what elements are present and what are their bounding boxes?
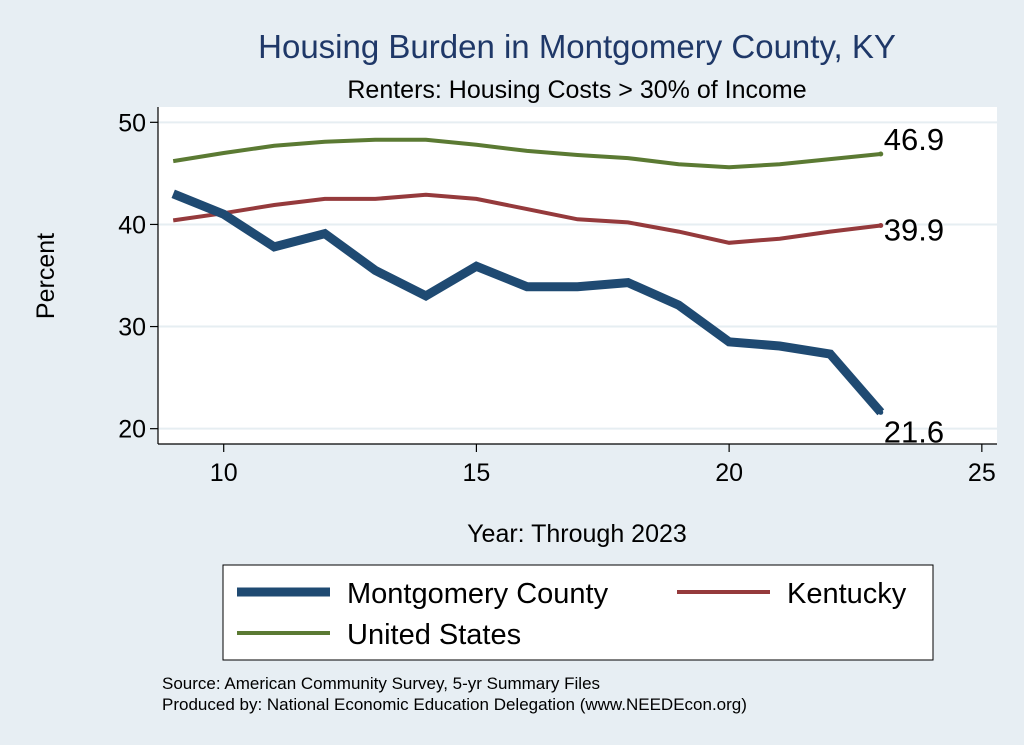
y-tick-label: 50 — [118, 109, 146, 137]
legend-label: Montgomery County — [347, 578, 609, 610]
end-label-united-states: 46.9 — [884, 122, 944, 157]
y-tick-label: 30 — [118, 314, 146, 342]
y-axis-title: Percent — [32, 233, 60, 319]
chart-title: Housing Burden in Montgomery County, KY — [258, 28, 896, 65]
end-labels: 21.6 39.9 46.9 — [884, 122, 944, 449]
series-lines — [171, 137, 885, 416]
plot-area — [158, 107, 997, 444]
series-end-point — [878, 222, 884, 228]
legend-box — [222, 564, 934, 661]
series-line-united-states — [172, 137, 882, 170]
end-label-kentucky: 39.9 — [884, 212, 944, 247]
y-tick-label: 20 — [118, 416, 146, 444]
legend: Montgomery County Kentucky United States — [237, 578, 907, 651]
axes: 20 30 40 50 10 15 20 25 — [118, 107, 997, 487]
legend-label: Kentucky — [787, 578, 907, 610]
chart-subtitle: Renters: Housing Costs > 30% of Income — [347, 76, 806, 104]
series-line-kentucky — [172, 192, 882, 245]
produced-by-note: Produced by: National Economic Education… — [162, 695, 747, 714]
x-tick-label: 10 — [210, 459, 238, 487]
end-label-montgomery-county: 21.6 — [884, 414, 944, 449]
x-axis-title: Year: Through 2023 — [467, 520, 687, 548]
x-tick-label: 25 — [968, 459, 996, 487]
series-line-montgomery-county — [171, 189, 885, 416]
x-tick-label: 15 — [463, 459, 491, 487]
legend-label: United States — [347, 619, 521, 651]
series-end-point — [878, 151, 884, 157]
y-tick-label: 40 — [118, 211, 146, 239]
gridlines — [158, 121, 997, 430]
x-tick-label: 20 — [715, 459, 743, 487]
source-note: Source: American Community Survey, 5-yr … — [162, 674, 600, 693]
series-end-point — [878, 409, 884, 415]
